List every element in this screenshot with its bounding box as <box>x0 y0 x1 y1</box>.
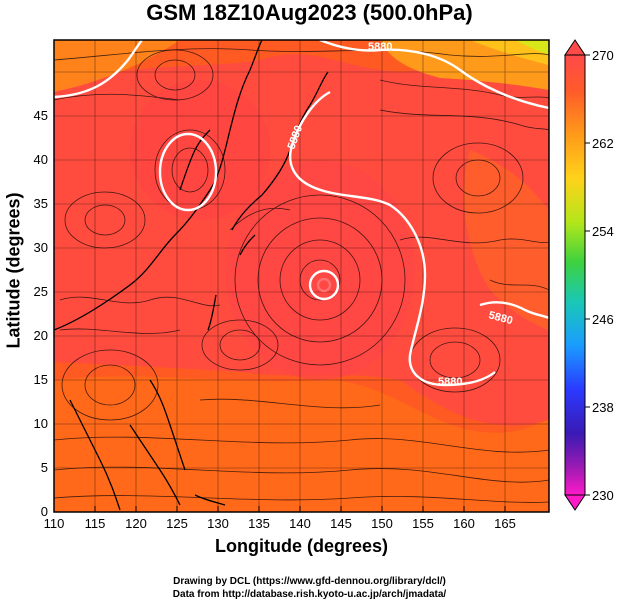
map-title: GSM 18Z10Aug2023 (500.0hPa) <box>146 0 473 25</box>
x-tick-label: 145 <box>330 516 352 531</box>
x-axis-label: Longitude (degrees) <box>214 536 388 556</box>
y-tick-label: 30 <box>34 240 48 255</box>
y-tick-label: 0 <box>41 504 48 519</box>
x-tick-label: 150 <box>371 516 393 531</box>
x-tick-label: 155 <box>412 516 434 531</box>
colorbar-tick-label: 262 <box>592 136 614 151</box>
y-tick-label: 35 <box>34 196 48 211</box>
colorbar-tick-label: 230 <box>592 488 614 503</box>
colorbar-top-arrow <box>564 39 586 56</box>
x-tick-label: 140 <box>289 516 311 531</box>
y-tick-label: 25 <box>34 284 48 299</box>
x-tick-label: 160 <box>453 516 475 531</box>
y-tick-label: 10 <box>34 416 48 431</box>
y-tick-label: 20 <box>34 328 48 343</box>
y-tick-labels: 0 5 10 15 20 25 30 35 40 45 <box>34 108 48 519</box>
colorbar-tick-label: 238 <box>592 400 614 415</box>
colorbar-scale <box>564 54 586 496</box>
credit-drawing: Drawing by DCL (https://www.gfd-dennou.o… <box>173 576 446 587</box>
contour-label: 5880 <box>368 41 392 53</box>
x-tick-labels: 110 115 120 125 130 135 140 145 150 155 … <box>44 516 516 531</box>
x-tick-label: 110 <box>44 516 65 531</box>
x-tick-label: 115 <box>85 516 106 531</box>
y-tick-label: 40 <box>34 152 48 167</box>
wind-streamlines <box>54 48 549 503</box>
colorbar: 270 262 254 246 238 230 <box>564 39 614 511</box>
colorbar-tick-label: 246 <box>592 312 614 327</box>
grid-lines <box>54 40 549 512</box>
y-tick-label: 45 <box>34 108 48 123</box>
x-tick-marks <box>53 506 506 512</box>
x-tick-label: 125 <box>166 516 188 531</box>
plot-frame <box>53 39 550 513</box>
x-tick-label: 165 <box>494 516 516 531</box>
contour-label: 5880 <box>438 376 462 388</box>
temperature-field: 5880 5880 5880 5880 <box>54 40 549 512</box>
geopotential-contours <box>54 40 549 387</box>
x-tick-label: 120 <box>125 516 147 531</box>
coastlines <box>54 40 329 511</box>
y-tick-label: 5 <box>41 460 48 475</box>
x-tick-label: 135 <box>248 516 270 531</box>
colorbar-bottom-arrow <box>564 494 586 511</box>
credit-data: Data from http://database.rish.kyoto-u.a… <box>172 589 447 600</box>
y-tick-label: 15 <box>34 372 48 387</box>
y-axis-label: Latitude (degrees) <box>3 192 24 349</box>
colorbar-tick-label: 270 <box>592 48 614 63</box>
colorbar-tick-label: 254 <box>592 224 614 239</box>
x-tick-label: 130 <box>207 516 229 531</box>
